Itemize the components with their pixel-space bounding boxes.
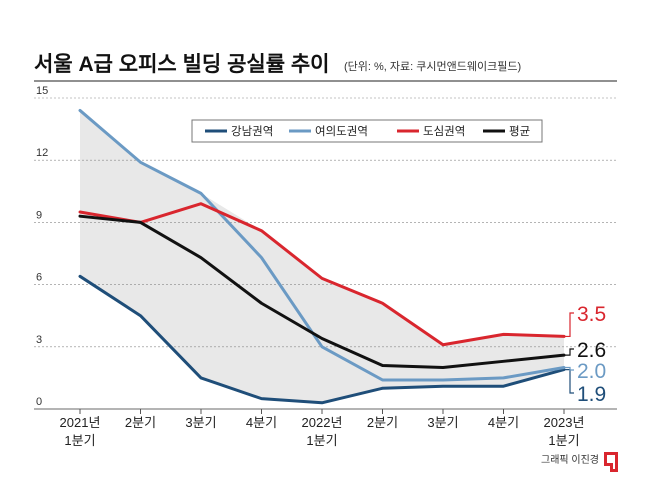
legend-label: 강남권역 xyxy=(231,125,273,138)
chart-subtitle: (단위: %, 자료: 쿠시먼앤드웨이크필드) xyxy=(344,60,521,73)
x-tick-label: 1분기 xyxy=(548,433,579,448)
series-line xyxy=(78,202,566,347)
y-tick-label: 15 xyxy=(36,85,48,97)
x-tick-label: 1분기 xyxy=(306,433,337,448)
y-tick-label: 9 xyxy=(36,209,42,221)
x-tick-label: 2023년 xyxy=(544,415,585,430)
end-value-label: 2.0 xyxy=(577,360,606,383)
series-line xyxy=(78,214,566,370)
x-tick-label: 2분기 xyxy=(367,415,398,430)
legend-label: 여의도권역 xyxy=(315,125,368,138)
x-tick-label: 3분기 xyxy=(427,415,458,430)
x-tick-label: 4분기 xyxy=(246,415,277,430)
x-tick-label: 1분기 xyxy=(64,433,95,448)
end-value-label: 1.9 xyxy=(577,383,606,406)
end-label-leader xyxy=(564,369,574,394)
end-value-label: 2.6 xyxy=(577,339,606,362)
credit-text: 그래픽 이진경 xyxy=(541,453,599,466)
y-tick-label: 6 xyxy=(36,272,42,284)
logo-mark xyxy=(604,452,618,472)
y-tick-label: 12 xyxy=(36,147,48,159)
x-tick-label: 3분기 xyxy=(185,415,216,430)
x-tick-label: 4분기 xyxy=(488,415,519,430)
legend-label: 평균 xyxy=(509,125,530,138)
y-tick-label: 0 xyxy=(36,396,42,408)
end-value-label: 3.5 xyxy=(577,303,606,326)
range-band xyxy=(80,110,564,403)
series-line xyxy=(78,274,566,405)
end-label-leader xyxy=(564,348,574,356)
y-tick-label: 3 xyxy=(36,334,42,346)
x-tick-label: 2022년 xyxy=(302,415,343,430)
x-tick-label: 2분기 xyxy=(125,415,156,430)
end-label-leader xyxy=(564,312,574,338)
series-line xyxy=(78,108,566,382)
legend-label: 도심권역 xyxy=(423,125,465,138)
end-label-leader xyxy=(564,366,574,371)
chart-title: 서울 A급 오피스 빌딩 공실률 추이 xyxy=(34,53,330,76)
legend-box xyxy=(191,119,543,143)
x-tick-label: 2021년 xyxy=(60,415,101,430)
